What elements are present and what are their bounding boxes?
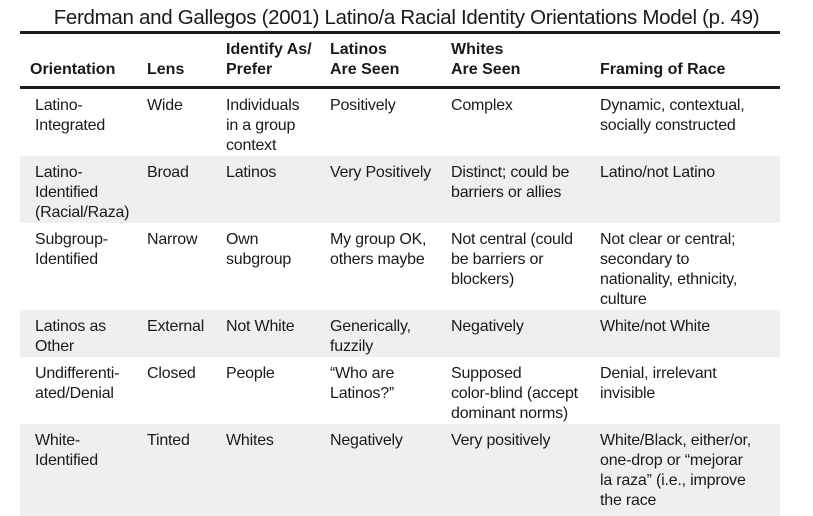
header-identify-as: Identify As/ Prefer [226, 41, 312, 78]
header-lens: Lens [147, 61, 185, 78]
cell-latinos-seen: My group OK, others maybe [330, 231, 427, 268]
header-framing: Framing of Race [600, 61, 726, 78]
cell-whites-seen: Negatively [451, 318, 524, 335]
cell-identify-as: Individuals in a group context [226, 97, 300, 154]
cell-identify-as: People [226, 365, 275, 382]
cell-orientation: Subgroup- Identified [35, 231, 108, 268]
cell-orientation: Latinos as Other [35, 318, 106, 355]
cell-identify-as: Not White [226, 318, 295, 335]
cell-latinos-seen: Generically, fuzzily [330, 318, 411, 355]
table-row: Latinos as Other External Not White Generic… [20, 310, 780, 357]
cell-latinos-seen: Very Positively [330, 164, 432, 181]
cell-lens: Narrow [147, 231, 198, 248]
cell-orientation: Latino- Integrated [35, 97, 106, 134]
cell-framing: White/Black, either/or, one-drop or “mej… [600, 432, 752, 509]
cell-framing: White/not White [600, 318, 710, 335]
cell-latinos-seen: Negatively [330, 432, 403, 449]
cell-identify-as: Whites [226, 432, 274, 449]
header-whites-seen: Whites Are Seen [451, 41, 521, 78]
cell-whites-seen: Very positively [451, 432, 551, 449]
table-row: Undifferenti- ated/Denial Closed People “Wh… [20, 357, 780, 424]
cell-lens: External [147, 318, 205, 335]
cell-lens: Broad [147, 164, 189, 181]
cell-whites-seen: Distinct; could be barriers or allies [451, 164, 570, 201]
header-latinos-seen: Latinos Are Seen [330, 41, 400, 78]
cell-framing: Latino/not Latino [600, 164, 715, 181]
table-row: White- Identified Tinted Whites Negatively V… [20, 424, 780, 516]
cell-whites-seen: Not central (could be barriers or blocke… [451, 231, 573, 288]
cell-lens: Wide [147, 97, 183, 114]
cell-orientation: White- Identified [35, 432, 98, 469]
cell-framing: Denial, irrelevant invisible [600, 365, 717, 402]
table-row: Latino- Identified (Racial/Raza) Broad Lat… [20, 156, 780, 223]
cell-whites-seen: Complex [451, 97, 513, 114]
cell-identify-as: Latinos [226, 164, 277, 181]
cell-latinos-seen: “Who are Latinos?” [330, 365, 395, 402]
identity-orientations-table: Orientation Lens Identify As/ Prefer Lat… [20, 31, 780, 516]
cell-orientation: Latino- Identified (Racial/Raza) [35, 164, 130, 221]
cell-whites-seen: Supposed color-blind (accept dominant no… [451, 365, 578, 422]
cell-lens: Closed [147, 365, 196, 382]
header-orientation: Orientation [30, 61, 116, 78]
header-row: Orientation Lens Identify As/ Prefer Lat… [20, 32, 780, 88]
cell-lens: Tinted [147, 432, 190, 449]
cell-identify-as: Own subgroup [226, 231, 292, 268]
table-row: Subgroup- Identified Narrow Own subgroup My… [20, 223, 780, 310]
cell-framing: Dynamic, contextual, socially constructe… [600, 97, 745, 134]
cell-framing: Not clear or central; secondary to natio… [600, 231, 738, 308]
table-title: Ferdman and Gallegos (2001) Latino/a Rac… [53, 6, 760, 29]
cell-latinos-seen: Positively [330, 97, 396, 114]
cell-orientation: Undifferenti- ated/Denial [35, 365, 120, 402]
table-row: Latino- Integrated Wide Individuals in a g… [20, 88, 780, 157]
